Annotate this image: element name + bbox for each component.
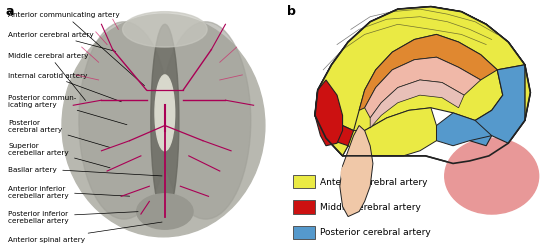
- Ellipse shape: [161, 23, 251, 219]
- Bar: [293, 226, 315, 239]
- Polygon shape: [340, 126, 373, 217]
- Ellipse shape: [155, 76, 175, 151]
- Text: Internal carotid artery: Internal carotid artery: [8, 73, 122, 102]
- Polygon shape: [315, 8, 530, 156]
- Text: Anterior communicating artery: Anterior communicating artery: [8, 12, 145, 86]
- Ellipse shape: [123, 13, 207, 48]
- Polygon shape: [365, 58, 480, 118]
- Bar: [293, 201, 315, 214]
- Text: Superior
cerebellar artery: Superior cerebellar artery: [8, 142, 110, 168]
- Ellipse shape: [79, 23, 169, 219]
- Text: Anterior cerebral artery: Anterior cerebral artery: [8, 32, 116, 52]
- Text: Basilar artery: Basilar artery: [8, 166, 162, 176]
- Polygon shape: [431, 8, 525, 136]
- Text: Posterior cerebral artery: Posterior cerebral artery: [320, 227, 431, 236]
- Bar: [293, 175, 315, 188]
- Polygon shape: [459, 66, 525, 146]
- Polygon shape: [315, 8, 530, 164]
- Polygon shape: [315, 8, 525, 156]
- Text: Posterior commun-
icating artery: Posterior commun- icating artery: [8, 94, 127, 125]
- Text: Anterior cerebral artery: Anterior cerebral artery: [320, 177, 428, 186]
- Polygon shape: [359, 35, 497, 111]
- Text: Posterior
cerebral artery: Posterior cerebral artery: [8, 119, 110, 148]
- Text: Anterior inferior
cerebellar artery: Anterior inferior cerebellar artery: [8, 185, 129, 198]
- Polygon shape: [370, 81, 464, 129]
- Text: Middle cerebral artery: Middle cerebral artery: [8, 52, 89, 101]
- Text: Middle cerebral artery: Middle cerebral artery: [320, 202, 421, 211]
- Text: b: b: [287, 5, 296, 18]
- Polygon shape: [343, 108, 436, 156]
- Ellipse shape: [137, 194, 193, 229]
- Ellipse shape: [62, 15, 265, 237]
- Ellipse shape: [445, 139, 538, 214]
- Text: Posterior inferior
cerebellar artery: Posterior inferior cerebellar artery: [8, 210, 138, 223]
- Ellipse shape: [151, 25, 179, 217]
- Polygon shape: [315, 91, 354, 146]
- Polygon shape: [436, 113, 492, 146]
- Ellipse shape: [341, 161, 369, 186]
- Polygon shape: [315, 81, 343, 146]
- Text: a: a: [6, 5, 14, 18]
- Text: Anterior spinal artery: Anterior spinal artery: [8, 222, 162, 242]
